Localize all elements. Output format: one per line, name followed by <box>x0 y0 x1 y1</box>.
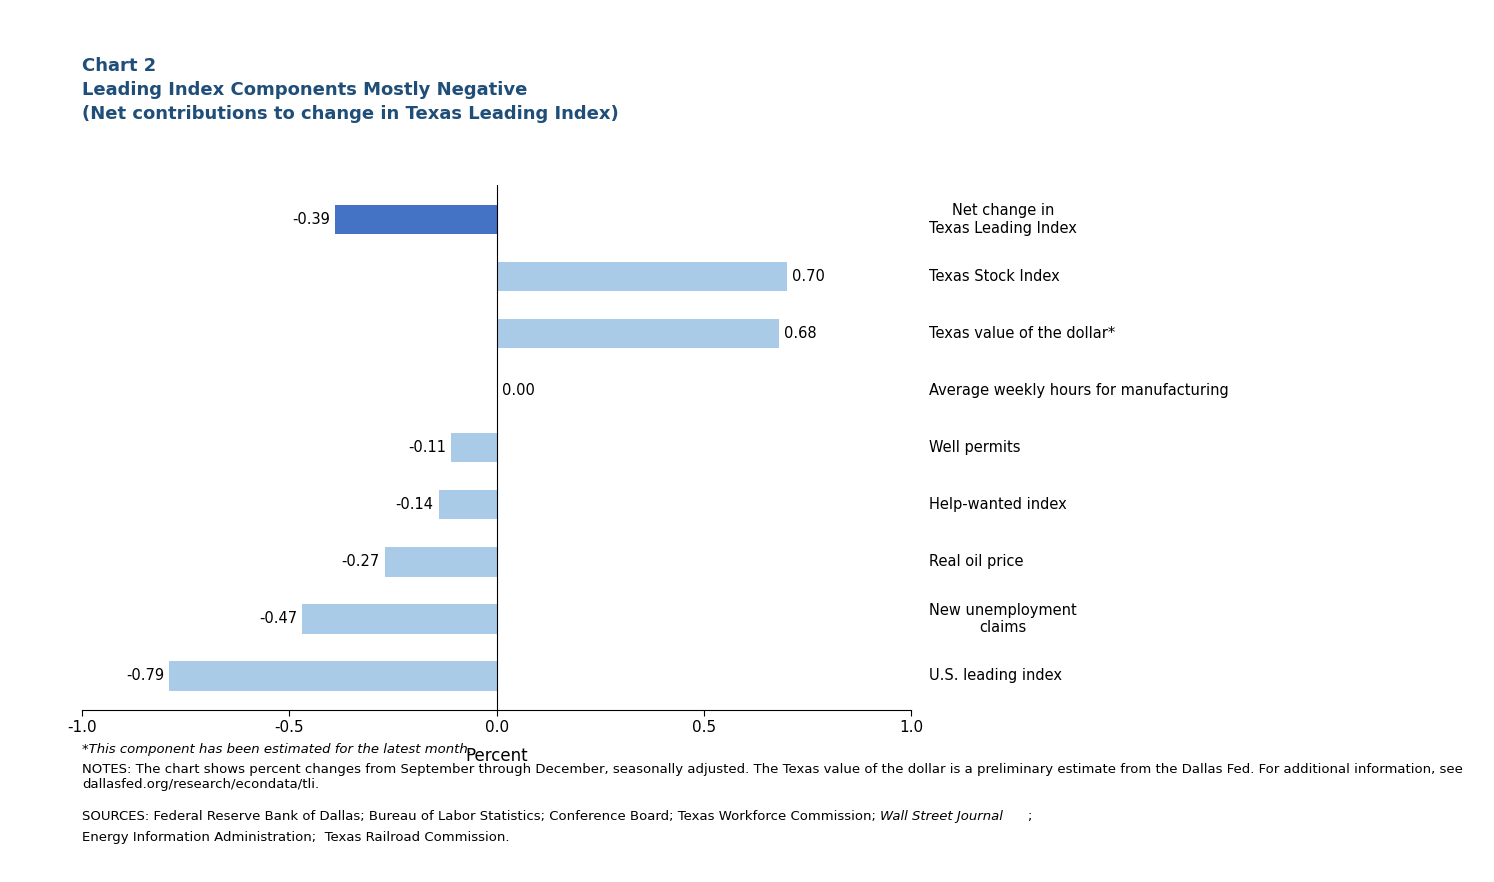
Bar <box>385 547 498 577</box>
Bar <box>439 490 498 519</box>
Text: Wall Street Journal: Wall Street Journal <box>880 810 1002 823</box>
Text: Texas Stock Index: Texas Stock Index <box>929 269 1061 284</box>
Text: (Net contributions to change in Texas Leading Index): (Net contributions to change in Texas Le… <box>82 105 619 123</box>
Text: *This component has been estimated for the latest month.: *This component has been estimated for t… <box>82 743 472 756</box>
Text: -0.14: -0.14 <box>396 497 433 512</box>
Text: SOURCES: Federal Reserve Bank of Dallas; Bureau of Labor Statistics; Conference : SOURCES: Federal Reserve Bank of Dallas;… <box>82 810 880 823</box>
Text: NOTES: The chart shows percent changes from September through December, seasonal: NOTES: The chart shows percent changes f… <box>82 763 1463 791</box>
Bar <box>498 318 778 348</box>
Text: -0.47: -0.47 <box>258 611 297 626</box>
Text: Help-wanted index: Help-wanted index <box>929 497 1067 512</box>
Bar <box>451 433 498 462</box>
Bar <box>169 661 498 691</box>
Text: Net change in
Texas Leading Index: Net change in Texas Leading Index <box>929 203 1077 235</box>
Text: U.S. leading index: U.S. leading index <box>929 669 1062 684</box>
Text: Leading Index Components Mostly Negative: Leading Index Components Mostly Negative <box>82 81 527 99</box>
Bar <box>498 262 787 291</box>
X-axis label: Percent: Percent <box>466 746 527 765</box>
Bar <box>335 205 498 235</box>
Text: Average weekly hours for manufacturing: Average weekly hours for manufacturing <box>929 383 1230 398</box>
Text: -0.79: -0.79 <box>125 669 164 684</box>
Text: -0.11: -0.11 <box>408 440 447 455</box>
Text: -0.27: -0.27 <box>342 554 379 569</box>
Text: Well permits: Well permits <box>929 440 1020 455</box>
Text: Energy Information Administration;  Texas Railroad Commission.: Energy Information Administration; Texas… <box>82 831 509 844</box>
Text: 0.70: 0.70 <box>792 269 825 284</box>
Text: 0.00: 0.00 <box>502 383 535 398</box>
Text: New unemployment
claims: New unemployment claims <box>929 602 1077 635</box>
Bar <box>302 604 498 633</box>
Text: Texas value of the dollar*: Texas value of the dollar* <box>929 326 1116 341</box>
Text: Real oil price: Real oil price <box>929 554 1023 569</box>
Text: -0.39: -0.39 <box>293 212 330 227</box>
Text: ;: ; <box>1026 810 1031 823</box>
Text: Chart 2: Chart 2 <box>82 57 157 75</box>
Text: 0.68: 0.68 <box>784 326 816 341</box>
